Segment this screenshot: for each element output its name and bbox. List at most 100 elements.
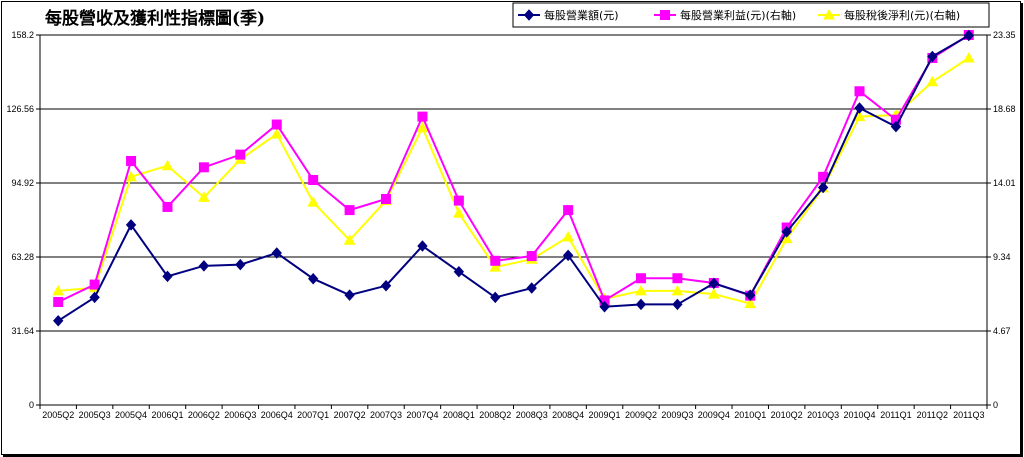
x-axis-tick-label: 2009Q2 — [625, 410, 657, 420]
x-axis-tick-label: 2009Q1 — [589, 410, 621, 420]
x-axis-tick-label: 2008Q1 — [443, 410, 475, 420]
data-point — [672, 298, 683, 311]
x-axis-tick-label: 2008Q4 — [552, 410, 584, 420]
x-axis-tick-label: 2008Q3 — [516, 410, 548, 420]
x-axis-tick-label: 2010Q3 — [807, 410, 839, 420]
data-point — [635, 273, 646, 284]
x-axis-tick-label: 2011Q1 — [880, 410, 911, 420]
data-point — [162, 201, 173, 212]
data-point — [489, 261, 502, 272]
x-axis-tick-label: 2009Q3 — [661, 410, 693, 420]
data-point — [53, 297, 64, 308]
x-axis-tick-label: 2011Q3 — [953, 410, 984, 420]
right-axis-tick-label: 23.35 — [993, 30, 1016, 40]
data-point — [198, 162, 209, 173]
data-point — [526, 251, 537, 262]
x-axis-tick-label: 2006Q3 — [224, 410, 256, 420]
series-line — [57, 34, 970, 322]
legend-marker — [660, 10, 670, 20]
data-point — [563, 205, 574, 216]
data-point — [635, 284, 647, 296]
data-point — [417, 240, 428, 252]
right-axis-tick-label: 4.67 — [993, 326, 1011, 336]
x-axis-tick-label: 2005Q3 — [79, 410, 111, 420]
data-point — [708, 277, 719, 290]
data-point — [416, 121, 429, 133]
axis-layer: 0 0 31.64 4.67 63.28 9.34 94.92 14.01 126.56 18.6… — [6, 30, 1015, 420]
data-point — [125, 219, 137, 231]
data-point — [417, 111, 428, 122]
data-point — [453, 265, 465, 278]
chart-title: 每股營收及獲利性指標圖(季) — [45, 9, 266, 29]
right-axis-tick-label: 9.34 — [993, 252, 1011, 262]
x-axis-tick-label: 2007Q3 — [370, 410, 402, 420]
series-line — [58, 57, 970, 305]
data-point — [490, 255, 501, 266]
right-axis-tick-label: 0 — [993, 400, 998, 410]
x-axis-tick-label: 2008Q2 — [479, 410, 511, 420]
data-point — [271, 119, 282, 130]
x-axis-tick-label: 2005Q2 — [42, 410, 74, 420]
data-point — [161, 159, 174, 171]
data-point — [453, 195, 464, 206]
data-point — [307, 196, 320, 207]
legend-marker — [523, 9, 535, 21]
x-axis-tick-label: 2009Q4 — [698, 410, 730, 420]
data-point — [453, 207, 465, 218]
data-point — [854, 86, 865, 97]
x-axis-tick-label: 2006Q1 — [151, 410, 183, 420]
left-axis-tick-label: 126.56 — [6, 104, 34, 114]
data-point — [381, 194, 392, 205]
data-point — [125, 170, 137, 182]
legend-label: 每股營業額(元) — [544, 8, 619, 22]
data-point — [380, 279, 392, 292]
data-point — [744, 297, 757, 309]
legend: 每股營業額(元) 每股營業利益(元)(右軸) 每股稅後淨利(元)(右軸) — [512, 2, 990, 28]
data-point — [926, 75, 939, 87]
data-point — [271, 247, 282, 259]
data-point — [235, 258, 246, 271]
x-axis-tick-label: 2007Q4 — [406, 410, 438, 420]
left-axis-tick-label: 0 — [29, 400, 34, 410]
data-point — [781, 226, 792, 238]
series-line — [57, 34, 970, 303]
legend-label: 每股營業利益(元)(右軸) — [680, 8, 796, 22]
x-axis-tick-label: 2010Q2 — [771, 410, 803, 420]
data-point — [963, 29, 974, 42]
series-layer — [52, 29, 975, 327]
data-point — [599, 301, 610, 313]
x-axis-tick-label: 2011Q2 — [917, 410, 948, 420]
right-axis-tick-label: 14.01 — [993, 178, 1016, 188]
data-point — [52, 284, 65, 296]
data-point — [308, 174, 319, 185]
data-point — [962, 51, 975, 63]
left-axis-tick-label: 94.92 — [11, 178, 34, 188]
data-point — [343, 234, 356, 245]
data-point — [854, 102, 865, 114]
data-point — [707, 288, 720, 299]
x-axis-tick-label: 2007Q1 — [297, 410, 329, 420]
data-point — [235, 149, 246, 160]
data-point — [671, 284, 684, 296]
data-point — [817, 181, 829, 194]
data-point — [745, 289, 756, 301]
data-point — [562, 249, 574, 262]
x-axis-tick-label: 2005Q4 — [115, 410, 147, 420]
data-point — [53, 315, 64, 327]
data-point — [126, 155, 137, 166]
data-point — [635, 298, 647, 311]
x-axis-tick-label: 2010Q4 — [844, 410, 876, 420]
x-axis-tick-label: 2006Q2 — [188, 410, 220, 420]
data-point — [198, 191, 210, 202]
legend-box — [512, 2, 990, 28]
data-point — [89, 279, 100, 290]
right-axis-tick-label: 18.68 — [993, 104, 1016, 114]
data-point — [344, 289, 355, 301]
legend-marker — [823, 8, 835, 20]
left-axis-tick-label: 63.28 — [11, 252, 34, 262]
grid-layer — [39, 34, 988, 406]
data-point — [162, 270, 173, 283]
data-point — [490, 291, 501, 304]
